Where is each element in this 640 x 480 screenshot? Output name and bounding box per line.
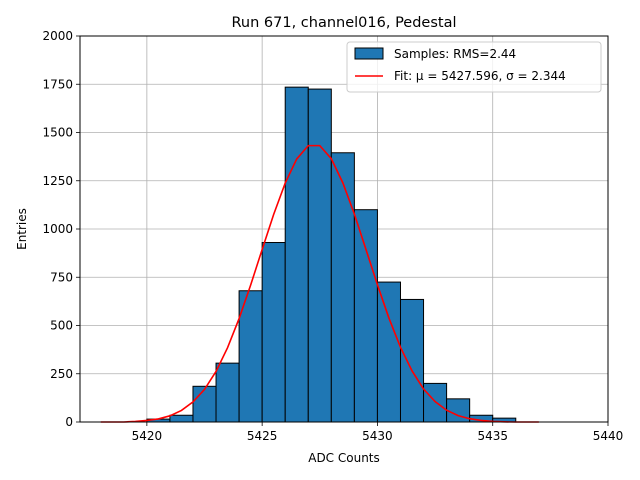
- histogram-bar: [307, 88, 332, 423]
- y-tick-label: 500: [50, 319, 73, 333]
- x-axis-ticks: 5420 5425 5430 5435 5440: [132, 422, 624, 443]
- y-tick-label: 2000: [42, 29, 73, 43]
- legend: Samples: RMS=2.44 Fit: μ = 5427.596, σ =…: [346, 41, 602, 93]
- histogram-bar: [284, 86, 309, 423]
- x-tick-label: 5420: [132, 429, 163, 443]
- y-tick-label: 1250: [42, 174, 73, 188]
- histogram-bar: [330, 152, 355, 423]
- legend-fit-label: Fit: μ = 5427.596, σ = 2.344: [394, 69, 566, 83]
- y-tick-label: 1750: [42, 77, 73, 91]
- legend-histogram-swatch: [354, 47, 384, 60]
- x-tick-label: 5435: [477, 429, 508, 443]
- histogram-bar: [423, 382, 448, 423]
- y-axis-ticks: 0 250 500 750 1000 1250 1500 1750 2000: [42, 29, 80, 429]
- histogram-bars: [146, 86, 517, 423]
- y-tick-label: 1000: [42, 222, 73, 236]
- legend-histogram-label: Samples: RMS=2.44: [394, 47, 516, 61]
- fit-curve-layer: [100, 144, 539, 423]
- histogram-bar: [376, 281, 401, 423]
- histogram-bar: [169, 414, 194, 423]
- y-tick-label: 0: [65, 415, 73, 429]
- histogram-bar: [399, 298, 425, 423]
- legend-box: [346, 41, 602, 93]
- histogram-bar: [192, 385, 217, 423]
- y-tick-label: 250: [50, 367, 73, 381]
- x-tick-label: 5425: [247, 429, 278, 443]
- y-tick-label: 1500: [42, 126, 73, 140]
- fit-curve: [100, 144, 539, 423]
- histogram-bar: [261, 242, 286, 423]
- x-axis-label: ADC Counts: [308, 451, 380, 465]
- x-tick-label: 5440: [593, 429, 624, 443]
- y-axis-label: Entries: [15, 208, 29, 250]
- y-tick-label: 750: [50, 270, 73, 284]
- histogram-bar: [215, 362, 240, 423]
- chart-title: Run 671, channel016, Pedestal: [231, 15, 456, 31]
- x-tick-label: 5430: [362, 429, 393, 443]
- histogram-bar: [353, 209, 378, 423]
